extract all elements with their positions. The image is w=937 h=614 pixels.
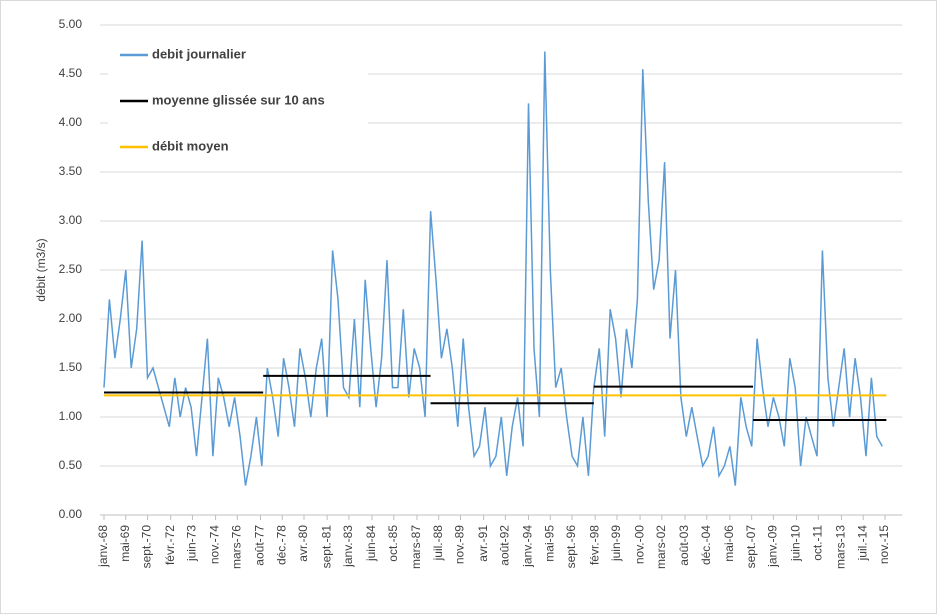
x-tick-label: juin-84	[364, 525, 378, 562]
x-tick-label: avr.-91	[476, 525, 490, 562]
x-tick-label: juin-99	[609, 525, 623, 562]
x-tick-label: janv.-09	[766, 525, 780, 568]
x-tick-label: déc.-78	[274, 525, 288, 565]
x-tick-label: juil.-14	[855, 525, 869, 562]
x-tick-label: nov.-74	[208, 525, 222, 564]
x-tick-label: févr.-98	[587, 525, 601, 565]
x-tick-label: mars-02	[654, 525, 668, 569]
y-tick-label: 5.00	[59, 17, 83, 31]
x-tick-label: mai-06	[722, 525, 736, 562]
x-tick-label: août-03	[677, 525, 691, 566]
x-tick-label: mars-87	[409, 525, 423, 569]
x-tick-label: janv.-68	[96, 525, 110, 568]
x-tick-label: oct.-85	[386, 525, 400, 562]
x-tick-label: janv.-83	[341, 525, 355, 568]
x-tick-label: déc.-04	[699, 525, 713, 565]
x-tick-label: févr.-72	[163, 525, 177, 565]
x-tick-label: mai-95	[542, 525, 556, 562]
x-tick-label: mars-13	[834, 525, 848, 569]
x-tick-label: nov.-00	[632, 525, 646, 564]
legend-label: débit moyen	[152, 138, 229, 153]
x-tick-label: nov.-15	[877, 525, 891, 564]
x-tick-label: juil.-88	[431, 525, 445, 562]
y-axis-title: débit (m3/s)	[34, 238, 48, 301]
x-tick-label: avr.-80	[296, 525, 310, 562]
x-tick-label: sept.-07	[744, 525, 758, 569]
legend-label: moyenne glissée sur 10 ans	[152, 92, 325, 107]
x-tick-label: août-77	[253, 525, 267, 566]
legend-box	[108, 32, 368, 170]
y-tick-label: 2.50	[59, 262, 83, 276]
x-tick-label: janv.-94	[521, 525, 535, 568]
y-tick-label: 1.50	[59, 360, 83, 374]
y-tick-label: 4.00	[59, 115, 83, 129]
x-tick-label: juin-10	[789, 525, 803, 562]
x-tick-label: sept.-70	[140, 525, 154, 569]
y-tick-label: 3.00	[59, 213, 83, 227]
x-tick-label: sept.-81	[319, 525, 333, 569]
y-tick-label: 4.50	[59, 66, 83, 80]
x-tick-label: oct.-11	[811, 525, 825, 561]
x-tick-label: août-92	[498, 525, 512, 566]
series-line	[103, 51, 883, 486]
x-tick-label: nov.-89	[453, 525, 467, 564]
x-tick-label: sept.-96	[564, 525, 578, 569]
y-tick-label: 0.00	[59, 507, 83, 521]
y-tick-label: 0.50	[59, 458, 83, 472]
x-tick-label: mars-76	[230, 525, 244, 569]
y-tick-label: 2.00	[59, 311, 83, 325]
x-tick-label: juin-73	[185, 525, 199, 562]
legend-label: debit journalier	[152, 46, 246, 61]
y-tick-label: 1.00	[59, 409, 83, 423]
y-tick-label: 3.50	[59, 164, 83, 178]
x-tick-label: mai-69	[118, 525, 132, 562]
